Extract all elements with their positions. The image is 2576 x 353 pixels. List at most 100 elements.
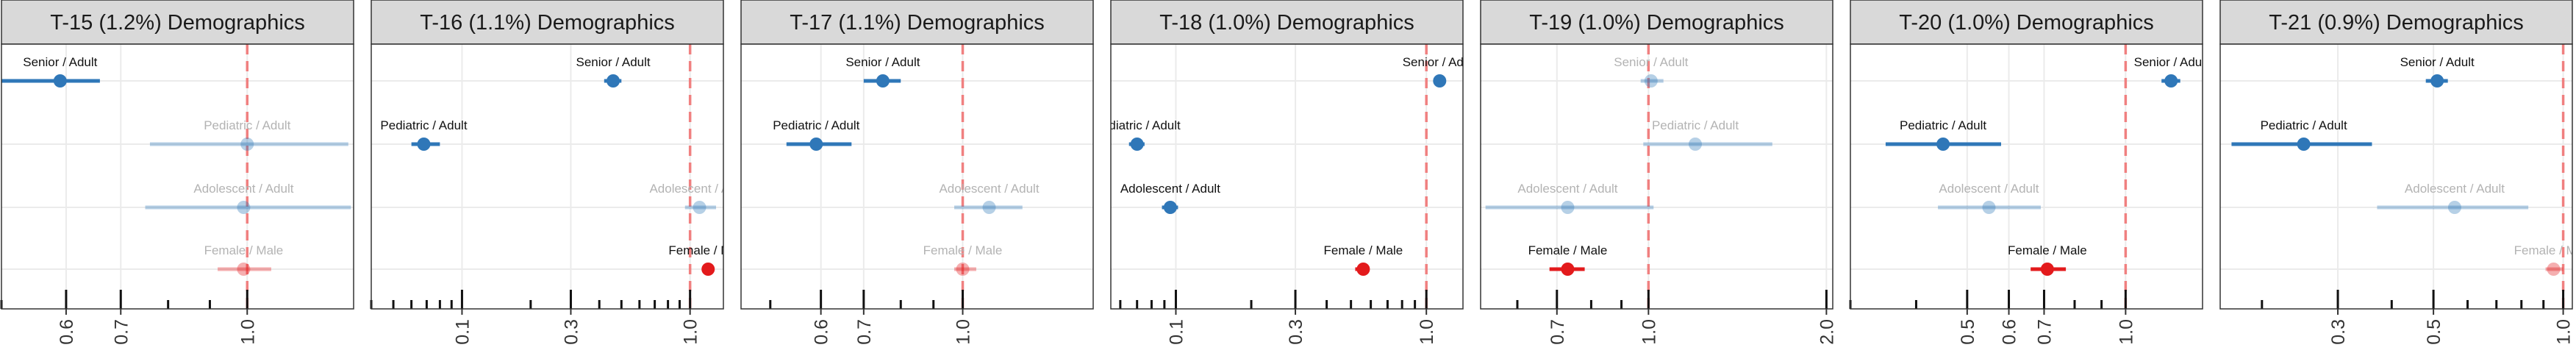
point-label: Adolescent / Adult: [939, 182, 1039, 196]
point-estimate: [1433, 74, 1447, 88]
panel-title: T-15 (1.2%) Demographics: [50, 11, 305, 35]
axis-tick-label: 0.5: [1958, 319, 1978, 345]
axis-tick-label: 1.0: [1639, 319, 1659, 345]
point-label: Pediatric / Adult: [2261, 118, 2347, 132]
point-estimate: [2164, 74, 2178, 88]
point-label: Adolescent / Adult: [193, 182, 293, 196]
axis-tick-label: 1.0: [2116, 319, 2136, 345]
point-estimate: [607, 74, 620, 88]
point-estimate: [982, 201, 996, 214]
point-label: Adolescent / Adult: [1939, 182, 2039, 196]
point-estimate: [701, 263, 715, 276]
point-estimate: [693, 201, 706, 214]
point-label: Senior / Adult: [576, 55, 650, 69]
axis-tick-label: 0.3: [561, 319, 582, 345]
axis-tick-label: 0.7: [1548, 319, 1568, 345]
point-label: Female / Male: [668, 243, 748, 257]
point-label: Female / Male: [1324, 243, 1403, 257]
point-label: Pediatric / Adult: [1900, 118, 1986, 132]
panel: T-17 (1.1%) Demographics Senior / Adult Pe…: [740, 0, 1094, 345]
plot-area: [741, 44, 1093, 309]
plot-area: [2220, 44, 2572, 309]
point-estimate: [1644, 74, 1658, 88]
point-estimate: [237, 263, 251, 276]
point-label: Adolescent / Adult: [1120, 182, 1220, 196]
point-label: Pediatric / Adult: [1094, 118, 1181, 132]
axis-tick-label: 0.3: [2328, 319, 2349, 345]
panel-strip: [371, 0, 724, 45]
point-label: Adolescent / Adult: [649, 182, 749, 196]
point-label: Female / Male: [204, 243, 284, 257]
point-label: Pediatric / Adult: [773, 118, 859, 132]
panel-border: [1850, 43, 2203, 310]
plot-area: [1, 44, 354, 309]
axis-tick-label: 1.0: [1417, 319, 1437, 345]
point-label: Adolescent / Adult: [1517, 182, 1617, 196]
plot-area: [371, 44, 723, 309]
axis-tick-label: 0.1: [1166, 319, 1187, 345]
axis-tick-label: 2.0: [1817, 319, 1837, 345]
panel: T-18 (1.0%) Demographics Senior / Adult Pe…: [1094, 0, 1477, 345]
panel-strip: [1110, 0, 1464, 45]
panel: T-16 (1.1%) Demographics Senior / Adult Pe…: [370, 0, 749, 345]
point-label: Female / Male: [923, 243, 1003, 257]
point-estimate: [1356, 263, 1370, 276]
point-estimate: [2040, 263, 2054, 276]
point-label: Pediatric / Adult: [380, 118, 467, 132]
point-label: Senior / Adult: [845, 55, 920, 69]
axis-tick-label: 0.7: [2034, 319, 2055, 345]
panel-title: T-19 (1.0%) Demographics: [1529, 11, 1784, 35]
panel: T-21 (0.9%) Demographics Senior / Adult Pe…: [2219, 0, 2576, 345]
panel: T-19 (1.0%) Demographics Senior / Adult Pe…: [1480, 0, 1837, 345]
panel-title: T-18 (1.0%) Demographics: [1159, 11, 1414, 35]
point-label: Senior / Adult: [2400, 55, 2475, 69]
point-estimate: [53, 74, 67, 88]
axis-tick-label: 0.6: [2000, 319, 2020, 345]
point-estimate: [2297, 138, 2311, 151]
point-label: Female / Male: [2008, 243, 2087, 257]
panel-strip: [740, 0, 1094, 45]
panel-title: T-20 (1.0%) Demographics: [1899, 11, 2154, 35]
point-estimate: [417, 138, 431, 151]
panel-title: T-21 (0.9%) Demographics: [2269, 11, 2524, 35]
point-label: Female / Male: [2514, 243, 2576, 257]
panel: T-15 (1.2%) Demographics Senior / Adult Pe…: [0, 0, 354, 345]
plot-area: [1850, 44, 2203, 309]
panel-strip: [1, 0, 354, 45]
point-estimate: [876, 74, 890, 88]
axis-tick-label: 1.0: [237, 319, 258, 345]
panel-border: [1110, 43, 1464, 310]
axis-tick-label: 0.3: [1286, 319, 1306, 345]
axis-tick-label: 0.1: [452, 319, 473, 345]
axis-tick-label: 0.6: [812, 319, 832, 345]
point-estimate: [1936, 138, 1950, 151]
axis-tick-label: 1.0: [681, 319, 701, 345]
panel-strip: [2219, 0, 2573, 45]
point-label: Senior / Adult: [1614, 55, 1688, 69]
point-estimate: [2430, 74, 2444, 88]
panel-border: [1, 43, 354, 310]
point-estimate: [1561, 201, 1575, 214]
axis-tick-label: 1.0: [954, 319, 974, 345]
point-estimate: [1689, 138, 1703, 151]
panel-border: [2219, 43, 2573, 310]
point-label: Senior / Adult: [1403, 55, 1477, 69]
point-label: Pediatric / Adult: [204, 118, 290, 132]
panel-border: [740, 43, 1094, 310]
axis-tick-label: 0.7: [854, 319, 875, 345]
point-label: Adolescent / Adult: [2405, 182, 2505, 196]
axis-tick-label: 1.0: [2554, 319, 2575, 345]
point-estimate: [1982, 201, 1996, 214]
point-label: Female / Male: [1528, 243, 1608, 257]
panel-border: [1480, 43, 1833, 310]
point-estimate: [1163, 201, 1177, 214]
point-estimate: [240, 138, 254, 151]
point-label: Pediatric / Adult: [1652, 118, 1739, 132]
axis-tick-label: 0.7: [111, 319, 132, 345]
point-estimate: [1130, 138, 1144, 151]
point-estimate: [237, 201, 251, 214]
plot-area: [1111, 44, 1463, 309]
panel-title: T-17 (1.1%) Demographics: [790, 11, 1045, 35]
panel: T-20 (1.0%) Demographics Senior / Adult Pe…: [1849, 0, 2203, 345]
panel-strip: [1850, 0, 2203, 45]
